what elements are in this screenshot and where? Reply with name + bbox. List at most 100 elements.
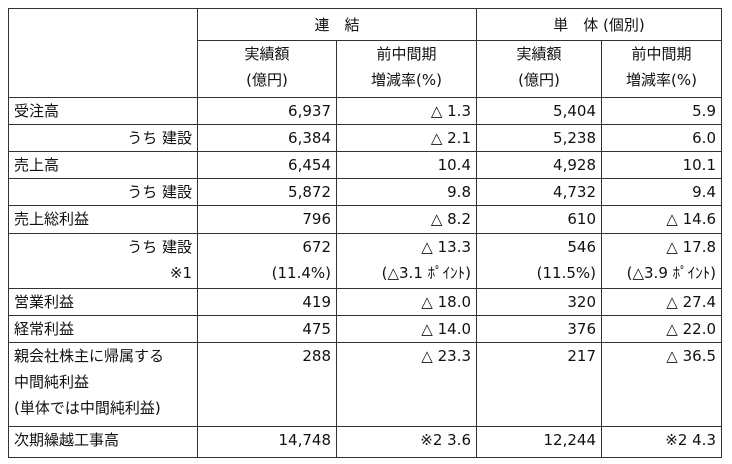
value-cell: 288 [197,342,337,427]
cell-line: △ 2.1 [430,129,471,147]
value-cell: 5.9 [601,97,722,125]
cell-line: 経常利益 [14,320,75,338]
row-label: 売上高 [8,151,198,179]
cell-line: うち 建設 [127,183,192,201]
cell-line: 6,454 [288,156,331,174]
column-header: 実績額 (億円) [476,40,602,98]
cell-line: 9.4 [692,183,716,201]
table-row: 経常利益 475 △ 14.0 376 △ 22.0 [8,315,722,343]
group-header: 単 体 (個別) [476,8,722,41]
value-cell: △ 36.5 [601,342,722,427]
cell-line: (11.5%) [536,264,596,282]
value-cell: 320 [476,288,602,316]
cell-line: 6,384 [288,129,331,147]
value-cell: ※2 3.6 [336,426,477,458]
cell-line: 5,872 [288,183,331,201]
cell-line: (億円) [246,71,288,89]
cell-line: 10.4 [437,156,471,174]
cell-line: △ 22.0 [666,320,716,338]
value-cell: 10.1 [601,151,722,179]
cell-line: 営業利益 [14,293,75,311]
cell-line: 実績額 [244,45,290,63]
value-cell: 4,732 [476,178,602,206]
value-cell: 5,238 [476,124,602,152]
value-cell: 6.0 [601,124,722,152]
cell-line: 6.0 [692,129,716,147]
value-cell: 376 [476,315,602,343]
value-cell: 796 [197,205,337,234]
cell-line: 4,732 [553,183,596,201]
column-header: 前中間期 増減率(%) [336,40,477,98]
cell-line: △ 23.3 [421,347,471,365]
cell-line: 受注高 [14,102,60,120]
cell-line: △ 13.3 [421,238,471,256]
cell-line: 376 [567,320,596,338]
cell-line: △ 1.3 [430,102,471,120]
value-cell: 12,244 [476,426,602,458]
value-cell: △ 18.0 [336,288,477,316]
corner-cell [8,8,198,98]
column-header: 実績額 (億円) [197,40,337,98]
value-cell: 14,748 [197,426,337,458]
cell-line: △ 18.0 [421,293,471,311]
value-cell: 10.4 [336,151,477,179]
value-cell: △ 22.0 [601,315,722,343]
value-cell: 217 [476,342,602,427]
row-label: 受注高 [8,97,198,125]
value-cell: △ 23.3 [336,342,477,427]
value-cell: 6,454 [197,151,337,179]
column-header: 前中間期 増減率(%) [601,40,722,98]
value-cell: ※2 4.3 [601,426,722,458]
table-row: 次期繰越工事高 14,748 ※2 3.6 12,244 ※2 4.3 [8,426,722,458]
row-label: 親会社株主に帰属する 中間純利益 (単体では中間純利益) [8,342,198,427]
cell-line: △ 8.2 [430,210,471,228]
value-cell: 546 (11.5%) [476,233,602,289]
row-label: 売上総利益 [8,205,198,234]
value-cell: 9.8 [336,178,477,206]
cell-line: 6,937 [288,102,331,120]
cell-line: △ 36.5 [666,347,716,365]
value-cell: △ 2.1 [336,124,477,152]
cell-line: 546 [567,238,596,256]
value-cell: △ 1.3 [336,97,477,125]
value-cell: 6,937 [197,97,337,125]
cell-line: ※2 3.6 [420,431,471,449]
table-row: 売上総利益 796 △ 8.2 610 △ 14.6 [8,205,722,234]
cell-line: 475 [302,320,331,338]
table-row: 売上高 6,454 10.4 4,928 10.1 [8,151,722,179]
row-label: うち 建設 ※1 [8,233,198,289]
cell-line: △ 17.8 [666,238,716,256]
cell-line: うち 建設 [127,238,192,256]
value-cell: △ 14.6 [601,205,722,234]
cell-line: △ 14.6 [666,210,716,228]
value-cell: 5,404 [476,97,602,125]
cell-line: (△3.9 ﾎﾟｲﾝﾄ) [626,264,716,282]
table-row: うち 建設 5,872 9.8 4,732 9.4 [8,178,722,206]
table-row: うち 建設 ※1 672 (11.4%) △ 13.3 (△3.1 ﾎﾟｲﾝﾄ) 546 (1… [8,233,722,289]
table-row: 親会社株主に帰属する 中間純利益 (単体では中間純利益) 288 △ 23.3 217 △ … [8,342,722,427]
cell-line: うち 建設 [127,129,192,147]
row-label: うち 建設 [8,178,198,206]
table-body: 受注高 6,937 △ 1.3 5,404 5.9 うち 建設 6,384 △ 2.1 5,23… [8,97,722,458]
value-cell: 672 (11.4%) [197,233,337,289]
value-cell: △ 17.8 (△3.9 ﾎﾟｲﾝﾄ) [601,233,722,289]
cell-line: 実績額 [516,45,562,63]
cell-line: 217 [567,347,596,365]
cell-line: △ 14.0 [421,320,471,338]
cell-line: 親会社株主に帰属する [14,347,165,365]
value-cell: △ 8.2 [336,205,477,234]
value-cell: 6,384 [197,124,337,152]
value-cell: 610 [476,205,602,234]
results-table: 連 結 単 体 (個別) 実績額 (億円) 前中間期 増減率(%) 実績額 (億円) 前中間… [8,8,722,458]
cell-line: 14,748 [278,431,332,449]
value-cell: △ 13.3 (△3.1 ﾎﾟｲﾝﾄ) [336,233,477,289]
cell-line: 672 [302,238,331,256]
cell-line: 5,404 [553,102,596,120]
group-header: 連 結 [197,8,477,41]
cell-line: ※1 [169,264,192,282]
cell-line: 9.8 [447,183,471,201]
value-cell: △ 27.4 [601,288,722,316]
cell-line: 増減率(%) [371,71,442,89]
cell-line: (単体では中間純利益) [14,399,161,417]
